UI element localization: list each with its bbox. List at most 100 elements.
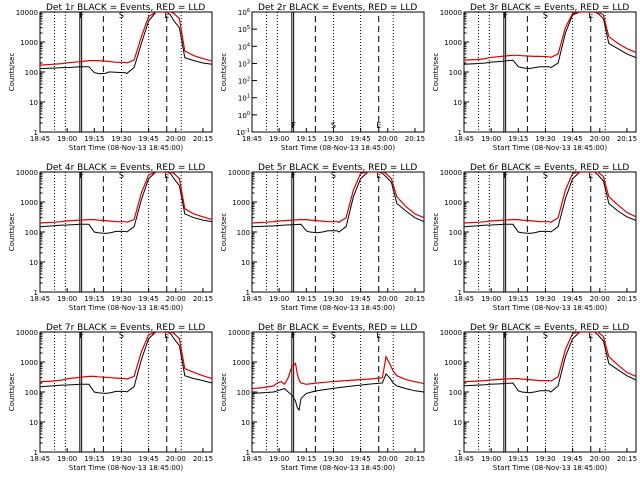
x-tick-label: 20:00 — [590, 455, 610, 463]
marker-label-S: S — [543, 171, 548, 180]
x-tick-label: 19:45 — [563, 295, 583, 303]
x-tick-label: 19:30 — [535, 135, 555, 143]
y-tick-label: 100 — [237, 229, 250, 237]
x-tick-label: 19:45 — [351, 295, 371, 303]
y-tick-label: 1000 — [444, 39, 462, 47]
series-line-lld — [464, 332, 636, 383]
y-tick-label: 106 — [238, 8, 250, 17]
y-tick-label: 100 — [25, 69, 38, 77]
plot-frame — [251, 11, 425, 133]
y-tick-label: 10000 — [440, 329, 462, 337]
x-tick-label: 18:45 — [30, 135, 50, 143]
plot-title: Det 8r BLACK = Events, RED = LLD — [258, 323, 417, 333]
x-tick-label: 19:15 — [296, 135, 316, 143]
plot-title: Det 9r BLACK = Events, RED = LLD — [470, 323, 629, 333]
y-tick-label: 10000 — [16, 169, 38, 177]
x-tick-label: 19:00 — [269, 295, 289, 303]
x-tick-label: 20:00 — [378, 135, 398, 143]
y-tick-label: 1 — [34, 129, 38, 137]
x-tick-label: 20:00 — [166, 295, 186, 303]
x-axis-label: Start Time (08-Nov-13 18:45:00) — [69, 144, 183, 152]
marker-label-E: E — [376, 121, 381, 130]
x-tick-label: 19:30 — [323, 455, 343, 463]
marker-label-S: S — [331, 331, 336, 340]
y-tick-label: 102 — [238, 77, 250, 86]
plot-title: Det 1r BLACK = Events, RED = LLD — [46, 3, 205, 13]
plot-panel-4: Det 4r BLACK = Events, RED = LLD 18:45 19:… — [8, 163, 213, 312]
y-tick-label: 100 — [449, 69, 462, 77]
x-tick-label: 19:15 — [508, 455, 528, 463]
y-tick-label: 10 — [29, 419, 38, 427]
y-tick-label: 1 — [458, 289, 462, 297]
plot-panel-8: Det 8r BLACK = Events, RED = LLD 18:45 19:… — [220, 323, 425, 472]
y-tick-label: 100 — [25, 229, 38, 237]
x-tick-label: 18:45 — [242, 135, 262, 143]
marker-label-F: F — [291, 121, 296, 130]
x-tick-label: 19:15 — [508, 135, 528, 143]
y-tick-label: 100 — [449, 229, 462, 237]
plot-panel-3: Det 3r BLACK = Events, RED = LLD 18:45 19:… — [432, 3, 637, 152]
y-axis-label: Counts/sec — [432, 53, 440, 92]
x-tick-label: 19:45 — [139, 455, 159, 463]
x-tick-label: 18:45 — [454, 455, 474, 463]
y-tick-label: 10 — [453, 419, 462, 427]
y-tick-label: 1 — [458, 449, 462, 457]
x-tick-label: 19:45 — [139, 295, 159, 303]
x-tick-label: 19:30 — [111, 135, 131, 143]
x-tick-label: 20:15 — [617, 455, 637, 463]
y-axis-label: Counts/sec — [220, 373, 228, 412]
plot-panel-7: Det 7r BLACK = Events, RED = LLD 18:45 19:… — [8, 323, 213, 472]
y-tick-label: 1000 — [20, 199, 38, 207]
x-tick-label: 20:15 — [193, 295, 213, 303]
y-tick-label: 1 — [246, 449, 250, 457]
plot-panel-5: Det 5r BLACK = Events, RED = LLD 18:45 19:… — [220, 163, 425, 312]
x-axis-label: Start Time (08-Nov-13 18:45:00) — [281, 144, 395, 152]
marker-label-F: F — [291, 171, 296, 180]
series-line-events — [252, 172, 424, 234]
y-tick-label: 10000 — [440, 169, 462, 177]
marker-label-E: E — [164, 171, 169, 180]
x-tick-label: 18:45 — [242, 455, 262, 463]
x-tick-label: 19:15 — [296, 455, 316, 463]
x-tick-label: 18:45 — [30, 455, 50, 463]
marker-label-F: F — [503, 11, 508, 20]
x-tick-label: 19:45 — [563, 455, 583, 463]
y-tick-label: 10 — [453, 259, 462, 267]
marker-label-E: E — [376, 171, 381, 180]
series-line-events — [40, 332, 212, 394]
series-line-events — [40, 172, 212, 234]
x-tick-label: 19:30 — [111, 455, 131, 463]
x-tick-label: 19:15 — [84, 295, 104, 303]
x-tick-label: 18:45 — [454, 295, 474, 303]
x-axis-label: Start Time (08-Nov-13 18:45:00) — [493, 304, 607, 312]
plot-panel-2: Det 2r BLACK = Events, RED = LLD 18:45 19:… — [220, 3, 425, 152]
marker-label-S: S — [543, 11, 548, 20]
plot-title: Det 7r BLACK = Events, RED = LLD — [46, 323, 205, 333]
y-tick-label: 1000 — [20, 39, 38, 47]
marker-label-F: F — [79, 11, 84, 20]
plot-panel-6: Det 6r BLACK = Events, RED = LLD 18:45 19:… — [432, 163, 637, 312]
x-tick-label: 19:30 — [323, 135, 343, 143]
y-tick-label: 10 — [453, 99, 462, 107]
x-tick-label: 19:45 — [563, 135, 583, 143]
x-axis-label: Start Time (08-Nov-13 18:45:00) — [493, 464, 607, 472]
marker-label-E: E — [164, 331, 169, 340]
x-tick-label: 19:45 — [351, 455, 371, 463]
series-line-lld — [40, 172, 212, 224]
x-tick-label: 19:00 — [57, 135, 77, 143]
x-tick-label: 20:15 — [405, 135, 425, 143]
x-tick-label: 19:00 — [57, 455, 77, 463]
marker-label-E: E — [588, 331, 593, 340]
y-tick-label: 103 — [238, 59, 250, 68]
y-tick-label: 1000 — [444, 199, 462, 207]
y-axis-label: Counts/sec — [432, 213, 440, 252]
series-line-events — [464, 332, 636, 394]
marker-label-E: E — [588, 11, 593, 20]
y-tick-label: 10000 — [440, 9, 462, 17]
x-tick-label: 20:15 — [617, 295, 637, 303]
marker-label-S: S — [331, 121, 336, 130]
x-tick-label: 20:00 — [378, 295, 398, 303]
y-axis-label: Counts/sec — [8, 373, 16, 412]
x-tick-label: 20:15 — [193, 135, 213, 143]
